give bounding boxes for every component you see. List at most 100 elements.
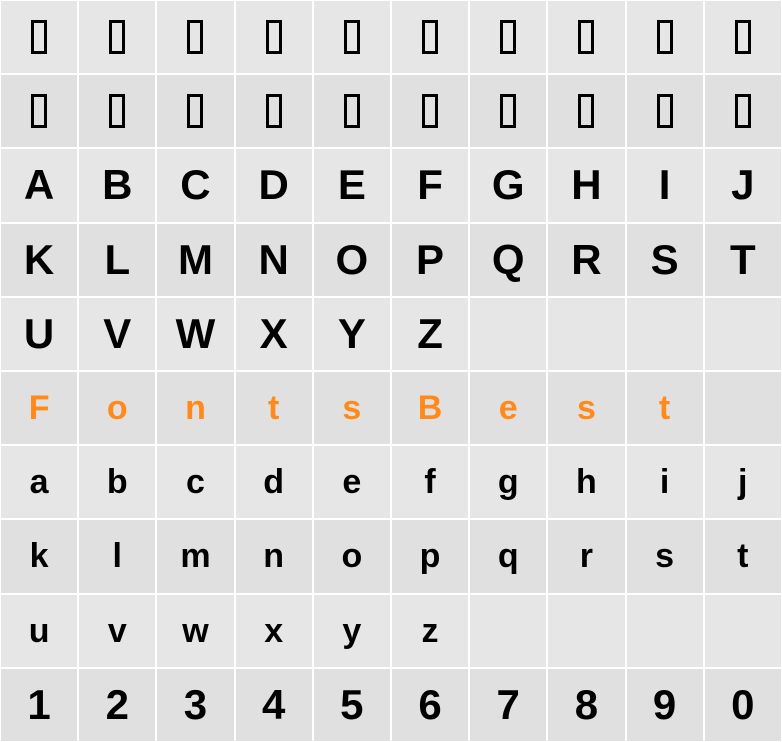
- glyph: T: [730, 239, 756, 281]
- glyph-cell: e: [469, 371, 547, 445]
- glyph: A: [24, 164, 54, 206]
- glyph-cell: o: [78, 371, 156, 445]
- glyph-cell: 0: [704, 668, 782, 742]
- glyph-cell: 1: [0, 668, 78, 742]
- glyph: L: [104, 239, 130, 281]
- glyph: Z: [417, 313, 443, 355]
- glyph-cell: [704, 371, 782, 445]
- glyph-cell: [313, 0, 391, 74]
- glyph-cell: t: [704, 519, 782, 593]
- glyph-cell: j: [704, 445, 782, 519]
- glyph-cell: [0, 74, 78, 148]
- missing-glyph-icon: [266, 20, 282, 54]
- glyph-cell: B: [391, 371, 469, 445]
- glyph-cell: H: [547, 148, 625, 222]
- glyph-cell: S: [626, 223, 704, 297]
- glyph-cell: I: [626, 148, 704, 222]
- missing-glyph-icon: [187, 94, 203, 128]
- glyph-cell: w: [156, 594, 234, 668]
- glyph: F: [29, 391, 50, 425]
- glyph-cell: r: [547, 519, 625, 593]
- glyph-cell: m: [156, 519, 234, 593]
- glyph-cell: [547, 594, 625, 668]
- glyph-cell: s: [547, 371, 625, 445]
- glyph: Y: [338, 313, 366, 355]
- glyph: Q: [492, 239, 525, 281]
- glyph: I: [659, 164, 671, 206]
- missing-glyph-icon: [266, 94, 282, 128]
- glyph: a: [30, 465, 49, 499]
- glyph: e: [342, 465, 361, 499]
- glyph: i: [660, 465, 669, 499]
- glyph: z: [422, 614, 439, 648]
- glyph-cell: O: [313, 223, 391, 297]
- missing-glyph-icon: [657, 20, 673, 54]
- missing-glyph-icon: [109, 94, 125, 128]
- missing-glyph-icon: [109, 20, 125, 54]
- glyph-cell: [78, 74, 156, 148]
- missing-glyph-icon: [578, 20, 594, 54]
- glyph: D: [258, 164, 288, 206]
- glyph: J: [731, 164, 754, 206]
- missing-glyph-icon: [500, 20, 516, 54]
- glyph-cell: a: [0, 445, 78, 519]
- glyph-cell: t: [626, 371, 704, 445]
- glyph: x: [264, 614, 283, 648]
- glyph: d: [263, 465, 284, 499]
- glyph: 7: [497, 684, 520, 726]
- glyph-cell: [156, 74, 234, 148]
- glyph: 1: [27, 684, 50, 726]
- missing-glyph-icon: [422, 94, 438, 128]
- glyph-cell: [547, 0, 625, 74]
- glyph-cell: T: [704, 223, 782, 297]
- glyph: q: [498, 539, 519, 573]
- glyph-cell: C: [156, 148, 234, 222]
- missing-glyph-icon: [344, 94, 360, 128]
- glyph: W: [176, 313, 216, 355]
- glyph: s: [342, 391, 361, 425]
- glyph-cell: i: [626, 445, 704, 519]
- glyph: v: [108, 614, 127, 648]
- glyph: 3: [184, 684, 207, 726]
- glyph: C: [180, 164, 210, 206]
- glyph: w: [182, 614, 208, 648]
- missing-glyph-icon: [735, 20, 751, 54]
- glyph-cell: [235, 74, 313, 148]
- missing-glyph-icon: [735, 94, 751, 128]
- glyph-cell: y: [313, 594, 391, 668]
- glyph-cell: d: [235, 445, 313, 519]
- glyph-cell: v: [78, 594, 156, 668]
- glyph-cell: s: [313, 371, 391, 445]
- glyph: g: [498, 465, 519, 499]
- character-map-grid: ABCDEFGHIJKLMNOPQRSTUVWXYZFontsBestabcde…: [0, 0, 782, 742]
- missing-glyph-icon: [422, 20, 438, 54]
- glyph-cell: 7: [469, 668, 547, 742]
- glyph-cell: E: [313, 148, 391, 222]
- glyph-cell: b: [78, 445, 156, 519]
- glyph: t: [659, 391, 670, 425]
- glyph-cell: B: [78, 148, 156, 222]
- glyph-cell: P: [391, 223, 469, 297]
- glyph: P: [416, 239, 444, 281]
- glyph: 5: [340, 684, 363, 726]
- glyph-cell: g: [469, 445, 547, 519]
- glyph-cell: [469, 74, 547, 148]
- glyph-cell: t: [235, 371, 313, 445]
- glyph: 2: [106, 684, 129, 726]
- glyph-cell: [626, 594, 704, 668]
- glyph: N: [258, 239, 288, 281]
- glyph: H: [571, 164, 601, 206]
- glyph-cell: e: [313, 445, 391, 519]
- glyph: 6: [418, 684, 441, 726]
- glyph: S: [651, 239, 679, 281]
- glyph: l: [113, 539, 122, 573]
- glyph-cell: f: [391, 445, 469, 519]
- glyph-cell: u: [0, 594, 78, 668]
- glyph: U: [24, 313, 54, 355]
- glyph-cell: c: [156, 445, 234, 519]
- glyph: m: [180, 539, 210, 573]
- missing-glyph-icon: [187, 20, 203, 54]
- glyph: j: [738, 465, 747, 499]
- missing-glyph-icon: [31, 94, 47, 128]
- glyph: t: [737, 539, 748, 573]
